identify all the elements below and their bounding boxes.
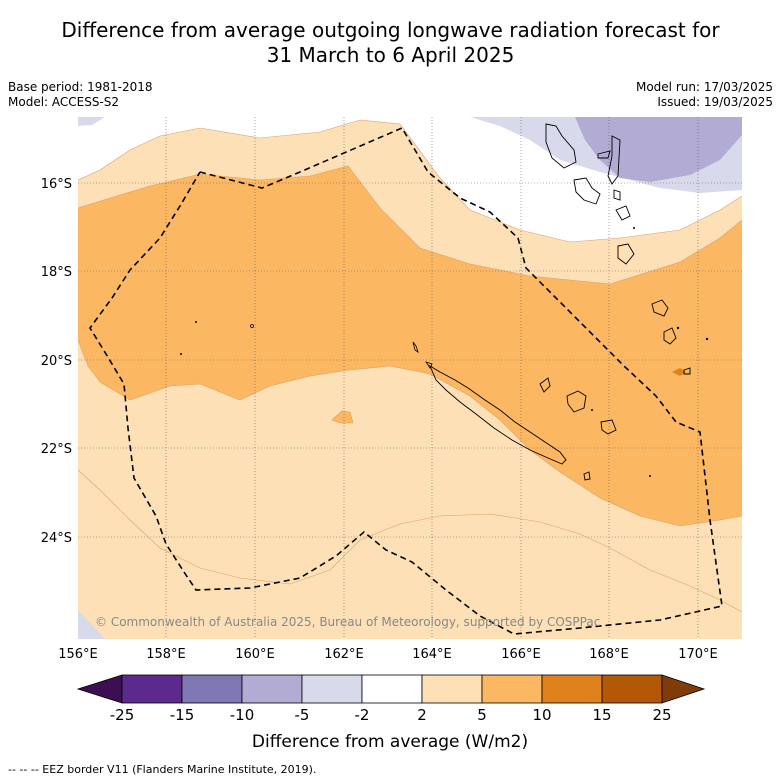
footer-note: -- -- -- EEZ border V11 (Flanders Marine… bbox=[8, 763, 317, 776]
islet-dot-3 bbox=[250, 324, 254, 328]
vanuatu-islet-3 bbox=[613, 189, 621, 201]
title-line-2: 31 March to 6 April 2025 bbox=[266, 43, 515, 67]
colorbar-tick-label: -10 bbox=[230, 706, 255, 724]
islet-dot-7 bbox=[649, 475, 651, 477]
anomaly-10-to-15-patch bbox=[672, 368, 686, 376]
colorbar-title: Difference from average (W/m2) bbox=[252, 732, 528, 752]
colorbar-tick-label: 15 bbox=[592, 706, 611, 724]
lat-label: 24°S bbox=[41, 531, 72, 546]
ouvea-island bbox=[539, 377, 551, 393]
colorbar-swatch bbox=[601, 674, 663, 704]
islet-dot-5 bbox=[180, 353, 182, 355]
map-area: © Commonwealth of Australia 2025, Bureau… bbox=[78, 117, 742, 639]
colorbar-tick-label: 5 bbox=[477, 706, 487, 724]
lon-label: 168°E bbox=[589, 647, 629, 662]
tanna-island bbox=[663, 327, 677, 345]
colorbar-tick-label: -5 bbox=[295, 706, 310, 724]
colorbar-tick-label: -15 bbox=[170, 706, 195, 724]
colorbar-swatch bbox=[121, 674, 183, 704]
colorbar-swatch bbox=[481, 674, 543, 704]
anomaly-neg-top-left bbox=[78, 117, 105, 126]
anomaly-5-to-10-region bbox=[78, 166, 742, 526]
colorbar-tick-label: -25 bbox=[110, 706, 135, 724]
efate-island bbox=[615, 205, 631, 221]
new-caledonia-island bbox=[429, 364, 567, 465]
islet-dot-2 bbox=[676, 326, 680, 330]
colorbar-tick-label: 25 bbox=[652, 706, 671, 724]
lat-label: 18°S bbox=[41, 265, 72, 280]
lon-label: 162°E bbox=[324, 647, 364, 662]
lon-label: 158°E bbox=[146, 647, 186, 662]
colorbar-swatch bbox=[541, 674, 603, 704]
base-period-label: Base period: 1981-2018 bbox=[8, 80, 153, 94]
vanuatu-islet-1 bbox=[597, 150, 611, 159]
vanuatu-islet-2 bbox=[607, 135, 621, 185]
islet-dot-6 bbox=[591, 409, 593, 411]
copyright-text: © Commonwealth of Australia 2025, Bureau… bbox=[95, 615, 600, 629]
model-run-label: Model run: 17/03/2025 bbox=[635, 80, 773, 94]
isle-of-pines bbox=[583, 471, 591, 481]
title-line-1: Difference from average outgoing longwav… bbox=[61, 18, 720, 42]
lon-label: 160°E bbox=[235, 647, 275, 662]
colorbar-swatch bbox=[241, 674, 303, 704]
model-label: Model: ACCESS-S2 bbox=[8, 95, 120, 109]
lon-axis: 156°E 158°E 160°E 162°E 164°E 166°E 168°… bbox=[58, 647, 718, 662]
erromango-island bbox=[651, 299, 669, 317]
colorbar-swatch bbox=[361, 674, 423, 704]
lat-label: 16°S bbox=[41, 177, 72, 192]
graticule bbox=[78, 117, 742, 639]
anomaly-neg-bottom-left bbox=[78, 610, 105, 639]
islet-belep bbox=[412, 341, 419, 353]
lon-label: 170°E bbox=[678, 647, 718, 662]
lifou-island bbox=[566, 390, 587, 413]
contour-lines bbox=[78, 119, 742, 613]
colorbar-tick-label: -2 bbox=[355, 706, 370, 724]
mare-island bbox=[600, 419, 617, 435]
meta-right: Model run: 17/03/2025 Issued: 19/03/2025 bbox=[636, 80, 773, 110]
islet-dot-8 bbox=[633, 227, 635, 229]
lon-label: 166°E bbox=[501, 647, 541, 662]
vanuatu-islet-4 bbox=[617, 243, 635, 265]
lat-axis: 16°S 18°S 20°S 22°S 24°S bbox=[41, 177, 72, 546]
aneityum-island bbox=[683, 367, 691, 375]
espiritu-santo-island bbox=[545, 123, 577, 169]
colorbar-swatch bbox=[421, 674, 483, 704]
colorbar-swatch bbox=[301, 674, 363, 704]
colorbar-ticks: -25 -15 -10 -5 -2 2 5 10 15 25 bbox=[110, 706, 672, 724]
malekula-island bbox=[573, 177, 601, 205]
issued-label: Issued: 19/03/2025 bbox=[657, 95, 773, 109]
islet-nc-north bbox=[425, 361, 433, 369]
islet-dot-4 bbox=[195, 321, 197, 323]
colorbar-tick-label: 2 bbox=[417, 706, 427, 724]
eez-border bbox=[89, 126, 723, 635]
colorbar bbox=[76, 674, 706, 704]
colorbar-swatch bbox=[181, 674, 243, 704]
chart-title: Difference from average outgoing longwav… bbox=[0, 18, 781, 68]
colorbar-tick-label: 10 bbox=[532, 706, 551, 724]
lon-label: 164°E bbox=[412, 647, 452, 662]
meta-left: Base period: 1981-2018 Model: ACCESS-S2 bbox=[8, 80, 153, 110]
colorbar-extend-low bbox=[76, 674, 123, 704]
anomaly-patch-small bbox=[331, 410, 354, 424]
anomaly-neg-5-to-10-region bbox=[575, 117, 742, 182]
lon-label: 156°E bbox=[58, 647, 98, 662]
colorbar-extend-high bbox=[661, 674, 706, 704]
islet-dot-1 bbox=[705, 337, 709, 341]
lat-label: 22°S bbox=[41, 442, 72, 457]
lat-label: 20°S bbox=[41, 354, 72, 369]
